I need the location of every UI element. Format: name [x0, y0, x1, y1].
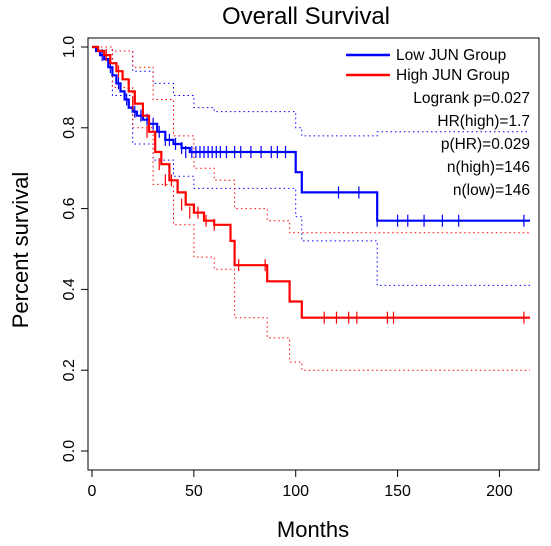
legend-label-high: High JUN Group — [396, 67, 510, 84]
legend: Low JUN Group High JUN Group — [346, 47, 510, 84]
y-tick-label-3: 0.6 — [61, 197, 78, 219]
y-tick-label-5: 1.0 — [61, 36, 78, 58]
x-tick-label-4: 200 — [486, 483, 513, 500]
stat-logrank: Logrank p=0.027 — [413, 90, 530, 107]
survival-curve-high — [92, 45, 530, 319]
legend-label-low: Low JUN Group — [396, 47, 506, 64]
plot-layer — [92, 45, 530, 371]
x-tick-label-1: 50 — [185, 483, 203, 500]
chart-title: Overall Survival — [222, 3, 390, 30]
stat-hr: HR(high)=1.7 — [437, 113, 530, 130]
y-tick-label-4: 0.8 — [61, 117, 78, 139]
stat-n-high: n(high)=146 — [447, 159, 530, 176]
x-tick-label-3: 150 — [384, 483, 411, 500]
x-axis-label: Months — [277, 517, 349, 542]
ci-lower-high — [92, 46, 530, 371]
x-tick-label-2: 100 — [282, 483, 309, 500]
y-tick-label-0: 0.0 — [61, 440, 78, 462]
stats-block: Logrank p=0.027 HR(high)=1.7 p(HR)=0.029… — [413, 90, 530, 199]
y-tick-label-2: 0.4 — [61, 278, 78, 300]
y-axis-label: Percent survival — [8, 172, 33, 329]
x-axis: 0 50 100 150 200 — [88, 470, 513, 500]
plot-frame — [87, 37, 540, 471]
x-tick-label-0: 0 — [88, 483, 97, 500]
y-tick-label-1: 0.2 — [61, 359, 78, 381]
stat-n-low: n(low)=146 — [453, 182, 530, 199]
stat-phr: p(HR)=0.029 — [441, 136, 530, 153]
y-axis: 0.0 0.2 0.4 0.6 0.8 1.0 — [61, 36, 88, 462]
ci-upper-high — [92, 46, 530, 234]
survival-curve-low — [92, 45, 530, 222]
ci-lower-low — [92, 46, 530, 286]
